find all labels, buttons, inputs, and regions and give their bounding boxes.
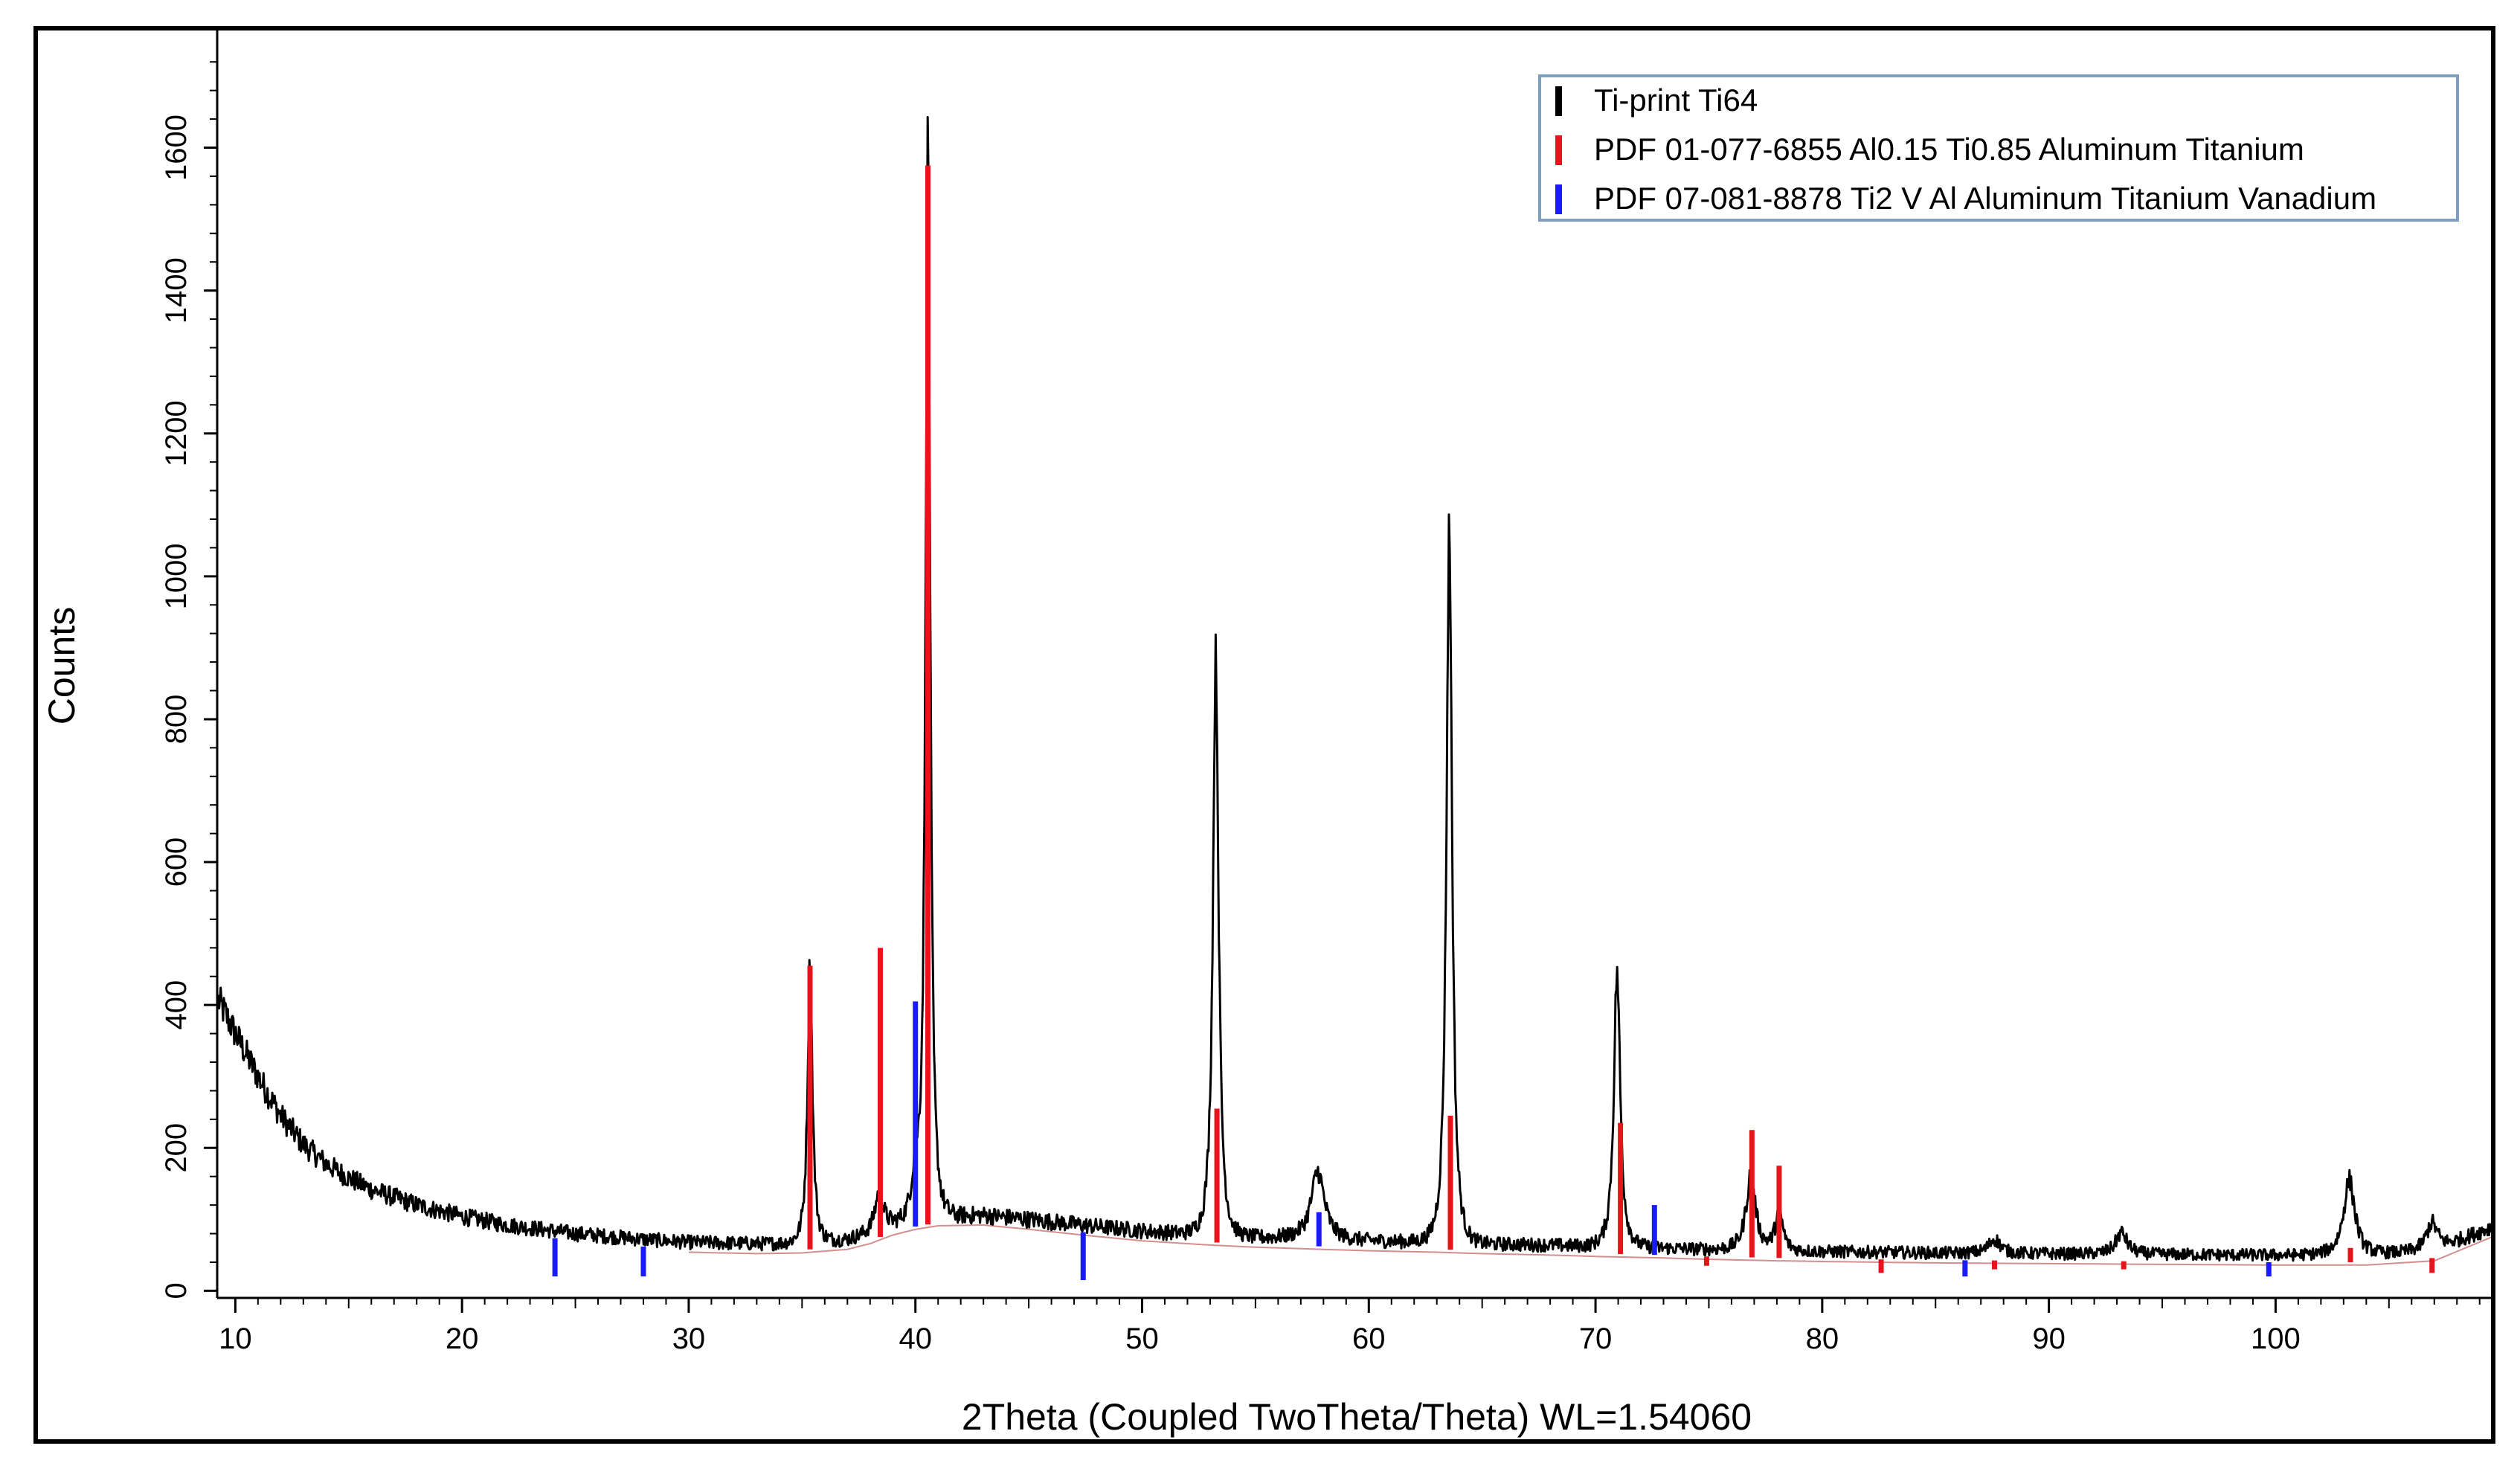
- chart-frame: [33, 26, 2495, 1444]
- legend-swatch: [1555, 86, 1562, 116]
- legend-swatch: [1555, 184, 1562, 214]
- legend: Ti-print Ti64 PDF 01-077-6855 Al0.15 Ti0.…: [1538, 74, 2459, 222]
- x-tick-label: 10: [219, 1322, 252, 1355]
- y-tick-label: 1600: [160, 115, 193, 181]
- legend-label: PDF 01-077-6855 Al0.15 Ti0.85 Aluminum T…: [1594, 132, 2304, 167]
- x-tick-label: 60: [1352, 1322, 1386, 1355]
- legend-swatch: [1555, 135, 1562, 165]
- x-tick-label: 90: [2032, 1322, 2066, 1355]
- y-tick-label: 1200: [160, 400, 193, 466]
- series-ti-print-ti64: [217, 116, 2494, 1262]
- legend-label: PDF 07-081-8878 Ti2 V Al Aluminum Titani…: [1594, 181, 2376, 216]
- reference-stick-layer: [552, 165, 2435, 1280]
- y-tick-label: 0: [160, 1282, 193, 1299]
- x-tick-label: 70: [1579, 1322, 1613, 1355]
- background-curve-layer: [688, 1224, 2492, 1266]
- x-tick-label: 50: [1125, 1322, 1159, 1355]
- fitted-background-curve: [688, 1224, 2492, 1266]
- y-tick-label: 600: [160, 838, 193, 887]
- y-axis: 0 200 400 600 800 1000 1200 1400 1600: [160, 30, 219, 1299]
- y-axis-title: Counts: [41, 607, 83, 724]
- y-tick-label: 200: [160, 1123, 193, 1173]
- x-tick-label: 20: [446, 1322, 479, 1355]
- x-tick-label: 100: [2251, 1322, 2301, 1355]
- legend-label: Ti-print Ti64: [1594, 83, 1758, 118]
- y-tick-label: 400: [160, 980, 193, 1030]
- plot-area: 0 200 400 600 800 1000 1200 1400 1600 10 20 30 40 50…: [160, 30, 2494, 1355]
- y-tick-label: 1400: [160, 257, 193, 324]
- x-tick-label: 40: [899, 1322, 932, 1355]
- x-tick-label: 30: [672, 1322, 706, 1355]
- y-tick-label: 800: [160, 695, 193, 745]
- x-tick-label: 80: [1806, 1322, 1839, 1355]
- series-layer: [217, 116, 2494, 1262]
- y-tick-label: 1000: [160, 543, 193, 609]
- legend-box: [1538, 74, 2459, 222]
- x-axis: 10 20 30 40 50 60 70 80 90 100: [217, 1296, 2493, 1355]
- x-axis-title: 2Theta (Coupled TwoTheta/Theta) WL=1.540…: [962, 1396, 1752, 1438]
